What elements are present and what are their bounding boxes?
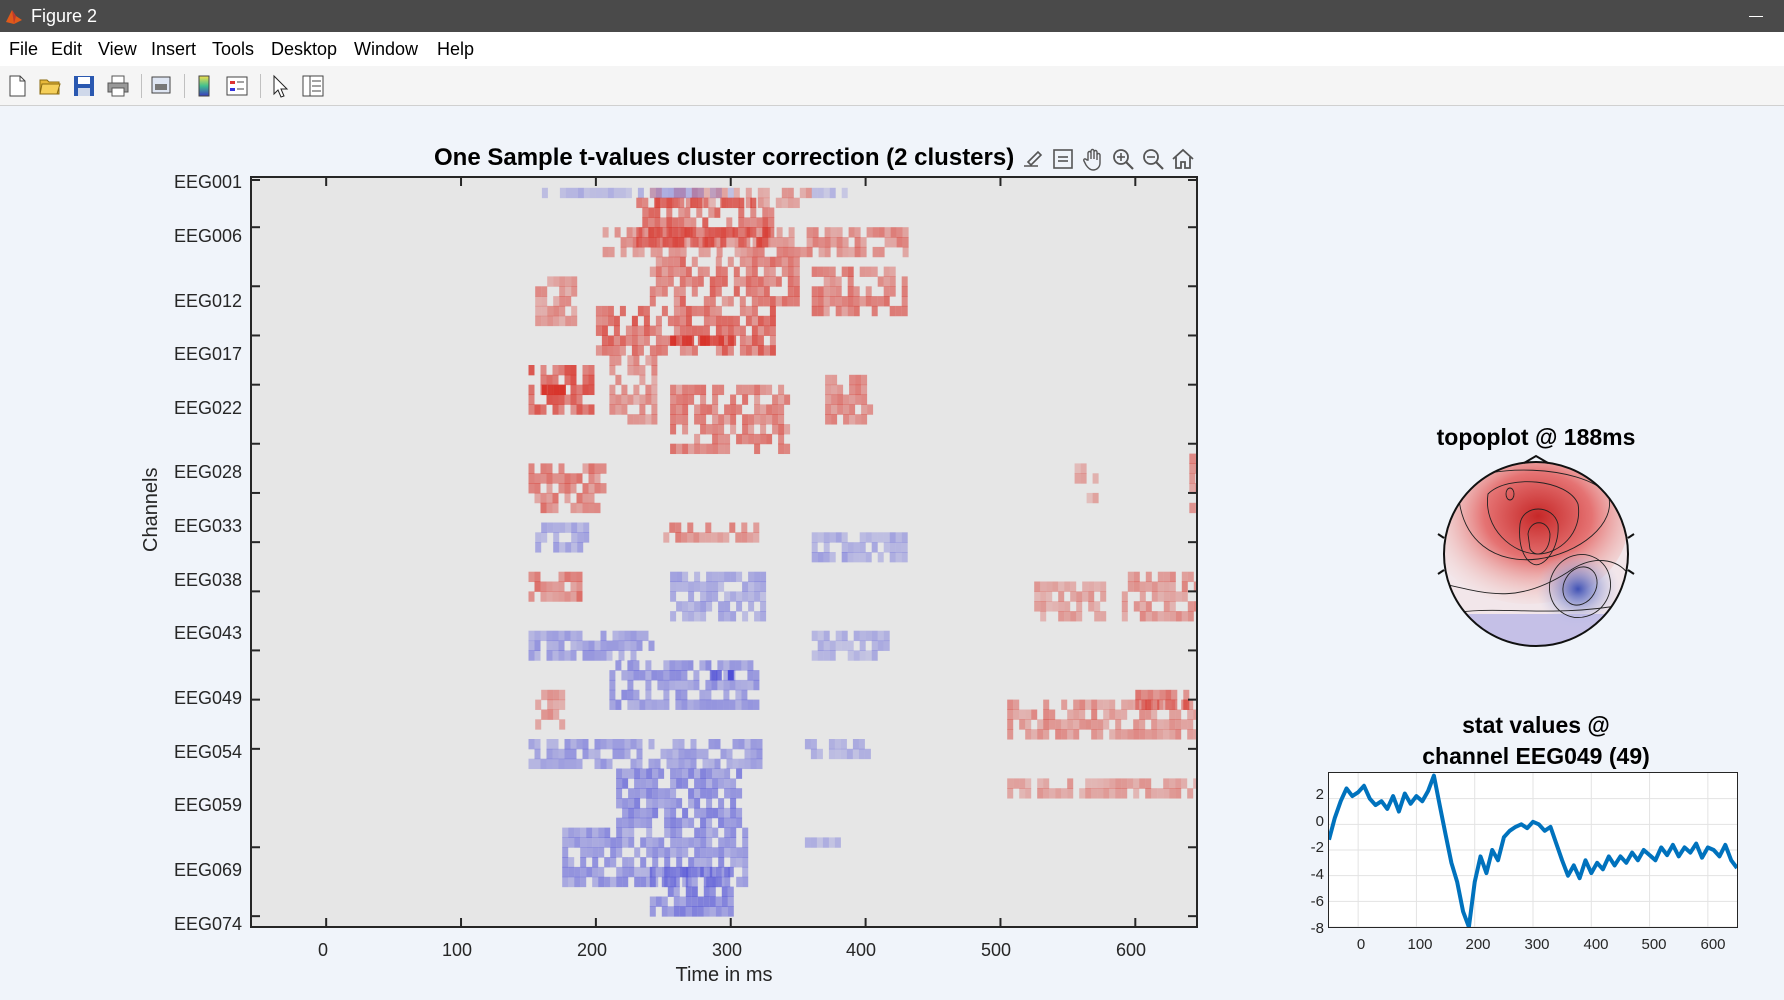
y-tick-label: EEG022 xyxy=(173,398,242,418)
legend-icon[interactable] xyxy=(225,74,249,98)
stat-y-tick: -8 xyxy=(1310,920,1324,937)
brush-icon[interactable] xyxy=(1020,146,1046,172)
minimize-button[interactable] xyxy=(1728,0,1784,32)
stat-x-tick: 600 xyxy=(1700,936,1726,953)
menu-insert[interactable]: Insert xyxy=(151,39,197,59)
colorbar-icon[interactable] xyxy=(192,74,216,98)
menu-edit[interactable]: Edit xyxy=(51,39,83,59)
y-tick-label: EEG054 xyxy=(173,742,242,762)
x-axis-title: Time in ms xyxy=(675,964,773,986)
y-tick-label: EEG069 xyxy=(173,860,242,880)
stat-x-tick: 100 xyxy=(1407,936,1433,953)
y-tick-label: EEG049 xyxy=(173,688,242,708)
x-tick-label: 500 xyxy=(980,940,1012,960)
stat-y-tick: -6 xyxy=(1310,893,1324,910)
x-tick-label: 200 xyxy=(576,940,608,960)
y-tick-label: EEG017 xyxy=(173,344,242,364)
y-tick-label: EEG059 xyxy=(173,795,242,815)
menu-help[interactable]: Help xyxy=(437,39,475,59)
zoom-in-icon[interactable] xyxy=(1110,146,1136,172)
x-tick-label: 300 xyxy=(711,940,743,960)
matlab-icon xyxy=(6,10,22,24)
property-inspector-icon[interactable] xyxy=(301,74,325,98)
print-preview-icon[interactable] xyxy=(149,74,173,98)
stat-x-tick: 400 xyxy=(1583,936,1609,953)
stat-y-tick: 2 xyxy=(1315,786,1324,803)
select-pointer-icon[interactable] xyxy=(268,74,292,98)
open-file-icon[interactable] xyxy=(38,74,62,98)
y-tick-label: EEG001 xyxy=(173,172,242,192)
y-tick-label: EEG028 xyxy=(173,462,242,482)
stat-y-tick: -2 xyxy=(1310,839,1324,856)
y-tick-label: EEG033 xyxy=(173,516,242,536)
stat-x-tick: 200 xyxy=(1465,936,1491,953)
y-tick-label: EEG012 xyxy=(173,291,242,311)
stat-y-tick: -4 xyxy=(1310,866,1324,883)
data-tips-icon[interactable] xyxy=(1050,146,1076,172)
stat-x-tick: 0 xyxy=(1356,936,1366,953)
save-icon[interactable] xyxy=(72,74,96,98)
x-tick-label: 100 xyxy=(441,940,473,960)
new-figure-icon[interactable] xyxy=(5,74,29,98)
menu-desktop[interactable]: Desktop xyxy=(271,39,338,59)
heatmap-title: One Sample t-values cluster correction (… xyxy=(434,144,1015,171)
stat-y-tick: 0 xyxy=(1315,813,1324,830)
menu-file[interactable]: File xyxy=(9,39,39,59)
menu-bar: File Edit View Insert Tools Desktop Wind… xyxy=(0,32,1784,66)
print-icon[interactable] xyxy=(106,74,130,98)
heatmap-axes[interactable] xyxy=(250,176,1198,928)
home-icon[interactable] xyxy=(1170,146,1196,172)
window-titlebar: Figure 2 xyxy=(0,0,1784,32)
stat-line-plot xyxy=(1327,773,1739,929)
x-tick-label: 400 xyxy=(845,940,877,960)
window-title: Figure 2 xyxy=(31,6,98,26)
topoplot-title: topoplot @ 188ms xyxy=(1436,424,1636,450)
y-tick-label: EEG038 xyxy=(173,570,242,590)
y-tick-label: EEG043 xyxy=(173,623,242,643)
zoom-out-icon[interactable] xyxy=(1140,146,1166,172)
heatmap-image xyxy=(252,178,1196,926)
pan-icon[interactable] xyxy=(1080,146,1106,172)
x-tick-label: 0 xyxy=(317,940,329,960)
figure-toolbar xyxy=(0,66,1784,106)
stat-plot-title: stat values @ channel EEG049 (49) xyxy=(1422,712,1650,769)
stat-plot-axes[interactable] xyxy=(1327,772,1739,929)
x-tick-label: 600 xyxy=(1115,940,1147,960)
menu-window[interactable]: Window xyxy=(354,39,419,59)
stat-series-line xyxy=(1327,773,1739,929)
y-tick-label: EEG006 xyxy=(173,226,242,246)
y-tick-label: EEG074 xyxy=(173,914,242,934)
y-axis-title: Channels xyxy=(140,467,162,552)
menu-view[interactable]: View xyxy=(98,39,137,59)
stat-x-tick: 500 xyxy=(1641,936,1667,953)
stat-x-tick: 300 xyxy=(1524,936,1550,953)
topoplot[interactable] xyxy=(1428,454,1644,654)
menu-tools[interactable]: Tools xyxy=(212,39,255,59)
